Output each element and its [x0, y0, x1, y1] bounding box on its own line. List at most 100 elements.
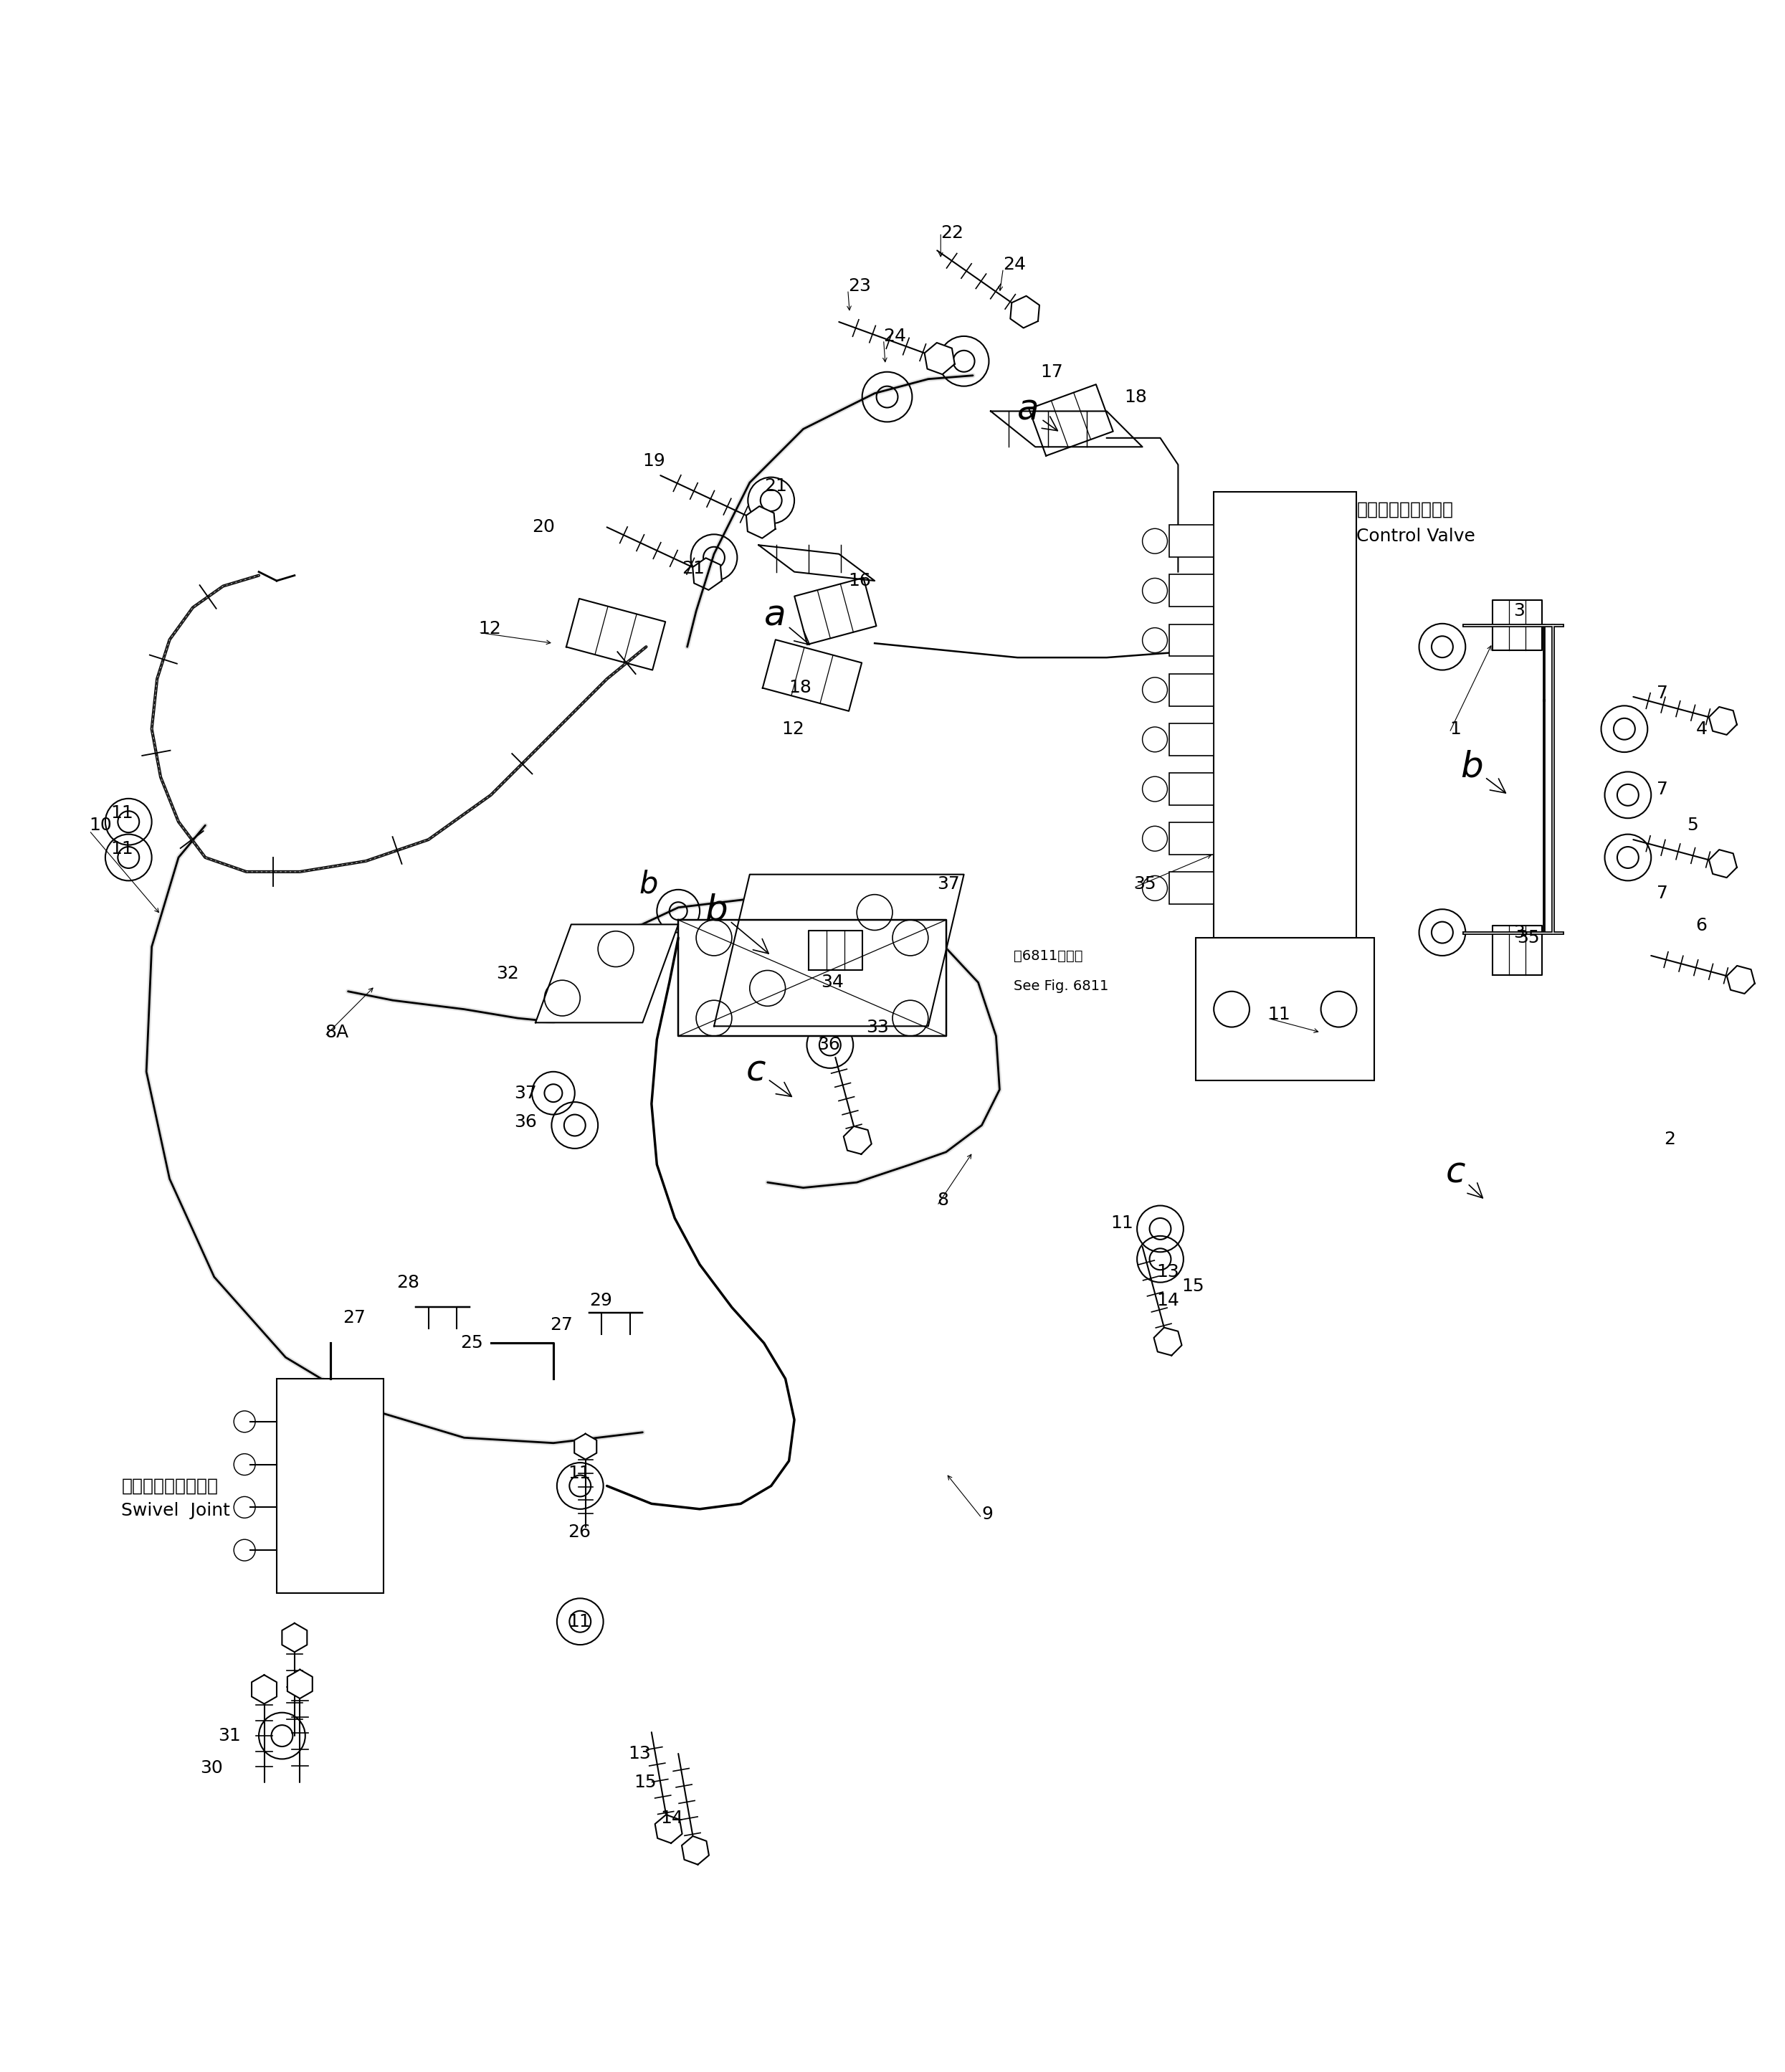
- Text: 7: 7: [1656, 781, 1667, 798]
- Text: 32: 32: [496, 966, 519, 982]
- Bar: [1196, 939, 1374, 1082]
- Text: b: b: [639, 868, 659, 899]
- Polygon shape: [1492, 601, 1542, 651]
- Text: a: a: [764, 599, 810, 644]
- Text: 27: 27: [343, 1310, 366, 1326]
- Polygon shape: [1708, 850, 1737, 879]
- Text: 12: 12: [782, 721, 805, 738]
- Text: 7: 7: [1656, 684, 1667, 702]
- Text: 12: 12: [478, 620, 502, 638]
- Polygon shape: [678, 920, 946, 1036]
- Polygon shape: [809, 930, 862, 970]
- Text: スイベルジョイント: スイベルジョイント: [121, 1477, 218, 1494]
- Text: 15: 15: [1182, 1276, 1205, 1295]
- Polygon shape: [693, 557, 721, 591]
- Text: 21: 21: [764, 477, 787, 495]
- Text: 35: 35: [1517, 928, 1540, 947]
- Text: 5: 5: [1687, 816, 1698, 833]
- Bar: [1169, 723, 1214, 756]
- Polygon shape: [1028, 385, 1114, 456]
- Text: b: b: [1460, 750, 1507, 794]
- Polygon shape: [844, 1127, 871, 1154]
- Text: 16: 16: [848, 572, 871, 588]
- Polygon shape: [575, 1434, 596, 1459]
- Bar: [1169, 872, 1214, 903]
- Text: 26: 26: [568, 1523, 591, 1542]
- Text: 11: 11: [111, 839, 134, 858]
- Text: 29: 29: [589, 1291, 612, 1310]
- Text: 10: 10: [89, 816, 112, 833]
- Polygon shape: [1708, 707, 1737, 736]
- Text: 4: 4: [1696, 721, 1706, 738]
- Bar: [1169, 574, 1214, 607]
- Polygon shape: [762, 640, 862, 711]
- Text: 37: 37: [514, 1084, 537, 1102]
- Bar: [1169, 823, 1214, 856]
- Text: 27: 27: [550, 1316, 573, 1334]
- Polygon shape: [1153, 1328, 1182, 1355]
- Text: 25: 25: [461, 1334, 484, 1351]
- Polygon shape: [287, 1670, 312, 1699]
- Text: 23: 23: [848, 278, 871, 294]
- Bar: [1169, 673, 1214, 707]
- Polygon shape: [1492, 926, 1542, 976]
- Text: 18: 18: [1125, 387, 1148, 406]
- Text: Control Valve: Control Valve: [1357, 528, 1476, 545]
- Text: 15: 15: [634, 1774, 657, 1790]
- Text: 11: 11: [111, 804, 134, 821]
- Text: 21: 21: [682, 559, 705, 576]
- Text: 24: 24: [1003, 257, 1026, 274]
- Polygon shape: [1010, 296, 1039, 327]
- Text: 9: 9: [982, 1506, 992, 1523]
- Text: 8: 8: [937, 1191, 948, 1208]
- Polygon shape: [566, 599, 666, 669]
- Text: 22: 22: [941, 224, 964, 240]
- Text: 17: 17: [1041, 363, 1064, 381]
- Text: 20: 20: [532, 518, 555, 537]
- Text: 11: 11: [568, 1465, 591, 1481]
- Polygon shape: [991, 410, 1142, 448]
- Text: 18: 18: [789, 680, 812, 696]
- Bar: [1169, 624, 1214, 657]
- Text: See Fig. 6811: See Fig. 6811: [1014, 980, 1108, 992]
- Text: 31: 31: [218, 1728, 241, 1745]
- Text: 35: 35: [1133, 876, 1157, 893]
- Text: 14: 14: [660, 1809, 684, 1828]
- Text: 33: 33: [866, 1019, 889, 1036]
- Text: 7: 7: [1656, 885, 1667, 901]
- Text: 36: 36: [818, 1036, 841, 1053]
- Text: 11: 11: [568, 1612, 591, 1631]
- Polygon shape: [252, 1674, 277, 1703]
- Text: 36: 36: [514, 1113, 537, 1131]
- Bar: [1169, 773, 1214, 806]
- Text: 30: 30: [200, 1759, 223, 1776]
- Polygon shape: [746, 506, 775, 539]
- Text: 第6811図参照: 第6811図参照: [1014, 949, 1083, 963]
- Text: a: a: [1017, 394, 1057, 431]
- Text: 13: 13: [628, 1745, 652, 1763]
- Polygon shape: [714, 874, 964, 1026]
- Text: 37: 37: [937, 876, 960, 893]
- Text: 19: 19: [643, 452, 666, 470]
- Text: 8A: 8A: [325, 1024, 348, 1040]
- Text: b: b: [705, 893, 769, 953]
- Polygon shape: [655, 1815, 682, 1844]
- Text: 14: 14: [1157, 1291, 1180, 1310]
- Text: c: c: [746, 1053, 791, 1096]
- Text: 1: 1: [1449, 721, 1460, 738]
- Text: 13: 13: [1157, 1264, 1180, 1280]
- Polygon shape: [794, 578, 876, 644]
- Text: 2: 2: [1664, 1131, 1674, 1148]
- Polygon shape: [682, 1836, 709, 1865]
- Text: 34: 34: [821, 974, 844, 990]
- Polygon shape: [925, 342, 955, 375]
- Polygon shape: [759, 545, 875, 580]
- Polygon shape: [282, 1622, 307, 1651]
- Text: コントロールバルブ: コントロールバルブ: [1357, 501, 1453, 518]
- Text: Swivel  Joint: Swivel Joint: [121, 1502, 230, 1519]
- Text: c: c: [1446, 1156, 1483, 1198]
- Text: 24: 24: [884, 327, 907, 344]
- Text: 6: 6: [1696, 916, 1706, 934]
- Bar: [277, 1378, 384, 1593]
- Bar: [1214, 491, 1357, 939]
